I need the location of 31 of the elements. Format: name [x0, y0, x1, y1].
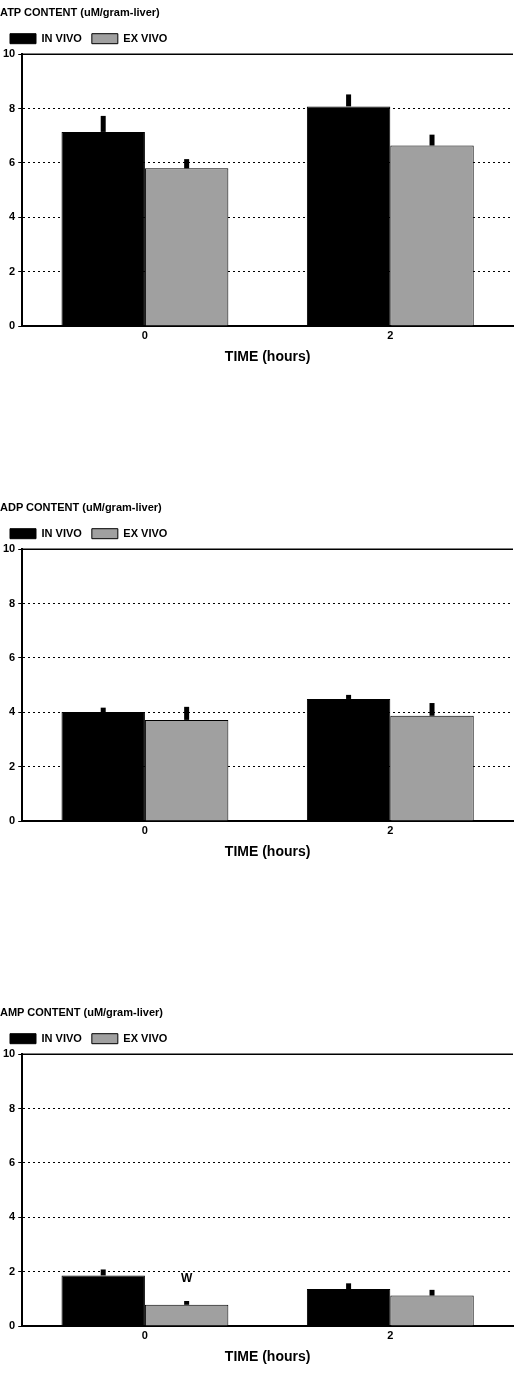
y-tick-label: 10 — [2, 47, 16, 60]
legend-label: EX VIVO — [123, 526, 168, 539]
y-tick-label: 4 — [9, 705, 17, 718]
legend-label: IN VIVO — [41, 526, 83, 539]
y-tick-label: 10 — [2, 1047, 16, 1060]
y-tick-label: 0 — [9, 319, 16, 332]
y-tick-label: 6 — [9, 650, 16, 663]
y-tick-label: 10 — [2, 542, 16, 555]
chart-title: AMP CONTENT (uM/gram-liver) — [0, 1005, 164, 1018]
y-tick-label: 0 — [9, 814, 16, 827]
y-tick-label: 8 — [9, 1101, 16, 1114]
legend-label: EX VIVO — [123, 1031, 168, 1044]
y-tick-label: 2 — [9, 1264, 16, 1277]
y-tick-label: 8 — [9, 596, 16, 609]
chart-title: ADP CONTENT (uM/gram-liver) — [0, 500, 163, 513]
y-tick-label: 4 — [9, 1210, 17, 1223]
x-axis-title: TIME (hours) — [224, 843, 311, 860]
y-tick-label: 2 — [9, 759, 16, 772]
chart-title: ATP CONTENT (uM/gram-liver) — [0, 5, 161, 18]
y-tick-label: 0 — [9, 1319, 16, 1332]
y-tick-label: 8 — [9, 101, 16, 114]
legend-label: EX VIVO — [123, 31, 168, 44]
legend-label: IN VIVO — [41, 1031, 83, 1044]
x-axis-title: TIME (hours) — [224, 1348, 311, 1365]
y-tick-label: 4 — [9, 210, 17, 223]
y-tick-label: 2 — [9, 264, 16, 277]
y-tick-label: 6 — [9, 155, 16, 168]
annotation: W — [180, 1271, 193, 1286]
legend-label: IN VIVO — [41, 31, 83, 44]
y-tick-label: 6 — [9, 1155, 16, 1168]
x-axis-title: TIME (hours) — [224, 348, 311, 365]
